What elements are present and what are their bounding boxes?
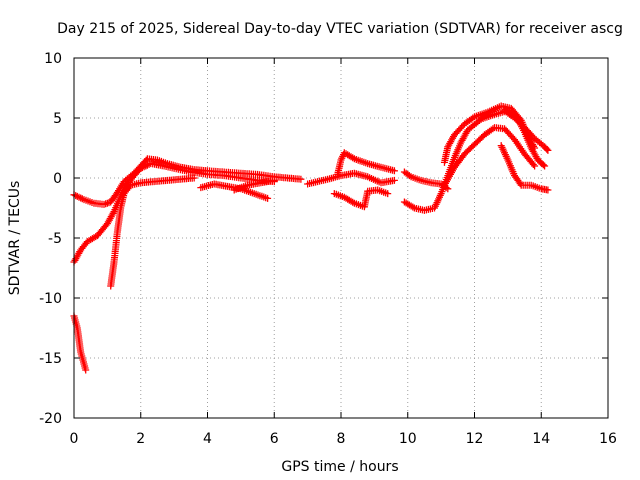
y-tick-label: -20: [39, 411, 62, 427]
x-tick-label: 2: [136, 431, 145, 447]
series-markers: [107, 174, 198, 290]
x-tick-label: 16: [599, 431, 617, 447]
x-tick-label: 12: [466, 431, 484, 447]
data-series: [497, 142, 552, 194]
data-series: [70, 312, 90, 374]
series-markers: [330, 186, 392, 211]
x-tick-label: 14: [532, 431, 550, 447]
chart-title: Day 215 of 2025, Sidereal Day-to-day VTE…: [57, 21, 623, 37]
y-tick-label: 10: [44, 51, 62, 67]
ticks: 0 2 4 6 8 10 12 14 16 -20 -15 -10 -5 0 5 10: [39, 51, 617, 447]
data-series: [440, 124, 539, 189]
data-series: [107, 174, 198, 290]
series-markers: [304, 169, 398, 188]
series-markers: [334, 149, 398, 178]
y-tick-label: 5: [53, 111, 62, 127]
data-series: [230, 176, 278, 194]
x-tick-label: 8: [337, 431, 346, 447]
grid: [74, 58, 608, 418]
series-markers: [70, 312, 90, 374]
data-series: [501, 107, 552, 154]
data-series: [330, 186, 392, 211]
y-tick-label: -15: [39, 351, 62, 367]
data-series: [304, 169, 398, 188]
x-tick-label: 4: [203, 431, 212, 447]
data-series: [440, 102, 539, 166]
data-series: [400, 107, 549, 214]
y-tick-label: -5: [48, 231, 62, 247]
series-markers: [230, 176, 278, 194]
y-axis-label: SDTVAR / TECUs: [7, 181, 23, 296]
y-tick-label: -10: [39, 291, 62, 307]
series-markers: [70, 160, 278, 266]
data-series: [70, 160, 278, 266]
series-markers: [400, 107, 549, 214]
x-tick-label: 10: [399, 431, 417, 447]
series-markers: [501, 107, 552, 154]
series-markers: [497, 142, 552, 194]
data-series: [334, 149, 398, 178]
x-axis-label: GPS time / hours: [281, 459, 398, 475]
series-markers: [440, 102, 539, 166]
x-tick-label: 6: [270, 431, 279, 447]
y-tick-label: 0: [53, 171, 62, 187]
series-markers: [440, 124, 539, 189]
x-tick-label: 0: [70, 431, 79, 447]
